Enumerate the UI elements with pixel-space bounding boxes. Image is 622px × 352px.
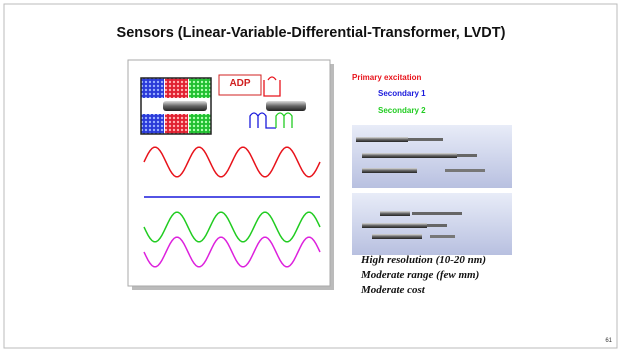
slide-title: Sensors (Linear-Variable-Differential-Tr… xyxy=(117,25,506,41)
legend-label: Secondary 2 xyxy=(378,106,426,115)
photo xyxy=(352,125,512,188)
page-number: 61 xyxy=(605,338,612,344)
logo: ADP xyxy=(229,78,250,89)
note: Moderate cost xyxy=(360,284,426,296)
note: High resolution (10-20 nm) xyxy=(360,254,486,266)
legend-label: Primary excitation xyxy=(352,73,421,82)
core xyxy=(266,101,306,111)
photo xyxy=(352,193,512,255)
page: Sensors (Linear-Variable-Differential-Tr… xyxy=(0,0,622,352)
note: Moderate range (few mm) xyxy=(360,269,479,281)
slide: Sensors (Linear-Variable-Differential-Tr… xyxy=(0,0,622,352)
core xyxy=(163,101,207,111)
legend-label: Secondary 1 xyxy=(378,89,426,98)
